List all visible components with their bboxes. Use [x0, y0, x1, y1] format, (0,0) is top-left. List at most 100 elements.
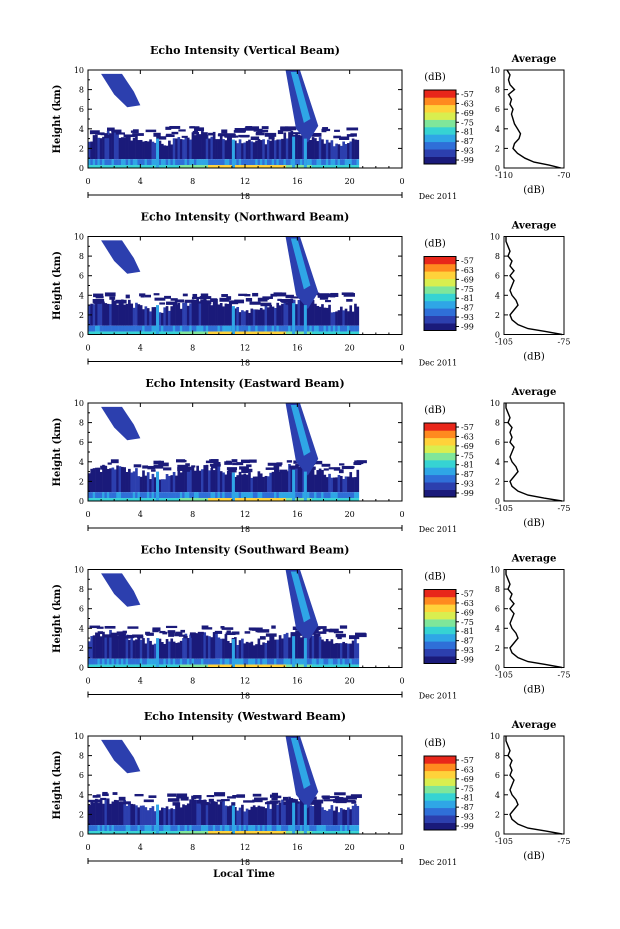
echo-cell: [342, 831, 345, 834]
echo-cell: [125, 805, 129, 826]
echo-cell: [97, 492, 101, 499]
echo-cell: [116, 664, 119, 668]
x-tick-label: 8: [190, 843, 195, 852]
colorbar-tick-label: -57: [461, 590, 474, 599]
echo-cell: [161, 807, 164, 826]
echo-cell: [142, 658, 145, 665]
echo-cell: [316, 492, 320, 499]
echo-cell: [219, 165, 223, 168]
echo-cell: [342, 331, 345, 335]
colorbar-tick-label: -69: [461, 442, 474, 451]
echo-streak: [156, 138, 160, 168]
echo-cell: [142, 309, 145, 326]
echo-cell: [240, 459, 250, 464]
echo-cell: [325, 477, 329, 493]
echo-cell: [212, 632, 216, 659]
echo-cell: [120, 137, 124, 160]
echo-cell: [196, 800, 199, 826]
echo-cell: [201, 492, 204, 499]
echo-cell: [318, 498, 322, 501]
echo-cell: [165, 474, 169, 493]
echo-cell: [183, 468, 190, 472]
echo-cell: [269, 492, 272, 499]
echo-cell: [222, 139, 225, 160]
echo-cell: [88, 331, 91, 335]
echo-cell: [177, 664, 181, 668]
echo-cell: [229, 831, 232, 834]
echo-cell: [339, 331, 343, 335]
echo-cell: [179, 308, 183, 326]
echo-cell: [265, 467, 277, 470]
echo-cell: [229, 492, 232, 499]
echo-cell: [245, 492, 249, 499]
echo-cell: [299, 159, 303, 166]
echo-cell: [316, 141, 320, 160]
echo-cell: [226, 640, 230, 659]
echo-cell: [198, 159, 202, 166]
echo-cell: [278, 658, 282, 665]
echo-cell: [323, 809, 327, 826]
echo-cell: [213, 461, 221, 465]
echo-cell: [95, 498, 98, 501]
profile-title: Average: [511, 221, 557, 232]
echo-cell: [269, 808, 272, 826]
echo-cell: [113, 159, 117, 166]
echo-cell: [116, 800, 119, 826]
echo-cell: [266, 801, 279, 804]
echo-cell: [349, 159, 353, 166]
echo-cell: [210, 492, 214, 499]
echo-cell: [111, 664, 115, 668]
echo-cell: [347, 825, 350, 832]
echo-cell: [97, 302, 101, 326]
echo-cell: [161, 642, 164, 659]
echo-cell: [299, 492, 303, 499]
echo-cell: [332, 643, 336, 659]
echo-cell: [123, 325, 126, 332]
echo-cell: [290, 132, 302, 135]
echo-cell: [257, 165, 261, 168]
echo-cell: [316, 325, 320, 332]
echo-cell: [123, 825, 126, 832]
echo-cell: [222, 800, 225, 826]
echo-cell: [238, 664, 242, 668]
echo-cell: [99, 138, 103, 160]
colorbar-swatch: [424, 141, 456, 150]
echo-cell: [132, 658, 136, 665]
echo-cell: [356, 331, 360, 335]
echo-cell: [271, 165, 275, 168]
echo-cell: [265, 633, 277, 637]
echo-cell: [99, 658, 103, 665]
echo-cell: [193, 301, 197, 326]
echo-cell: [128, 831, 131, 834]
echo-cell: [102, 325, 105, 332]
echo-cell: [295, 465, 298, 493]
y-tick-label: 6: [79, 105, 84, 114]
x-tick-label: 16: [292, 344, 302, 353]
echo-cell: [109, 325, 112, 332]
echo-cell: [186, 469, 190, 493]
echo-cell: [229, 331, 232, 335]
echo-cell: [356, 664, 360, 668]
echo-cell: [130, 831, 134, 834]
echo-cell: [123, 831, 126, 834]
echo-cell: [248, 159, 251, 166]
echo-cell: [139, 498, 143, 501]
echo-cell: [113, 130, 117, 160]
profile-frame: [503, 569, 565, 668]
echo-cell: [128, 325, 131, 332]
echo-cell: [172, 325, 176, 332]
echo-cell: [177, 467, 189, 471]
echo-cell: [139, 331, 143, 335]
echo-cell: [144, 475, 148, 493]
echo-cell: [289, 465, 299, 469]
echo-cell: [267, 462, 278, 466]
echo-cell: [135, 325, 138, 332]
echo-cell: [184, 805, 188, 826]
echo-cell: [120, 801, 131, 805]
echo-cell: [172, 658, 176, 665]
echo-cell: [344, 825, 348, 832]
echo-cell: [323, 331, 327, 335]
echo-cell: [123, 492, 126, 499]
echo-cell: [241, 664, 244, 668]
echo-cell: [177, 492, 181, 499]
